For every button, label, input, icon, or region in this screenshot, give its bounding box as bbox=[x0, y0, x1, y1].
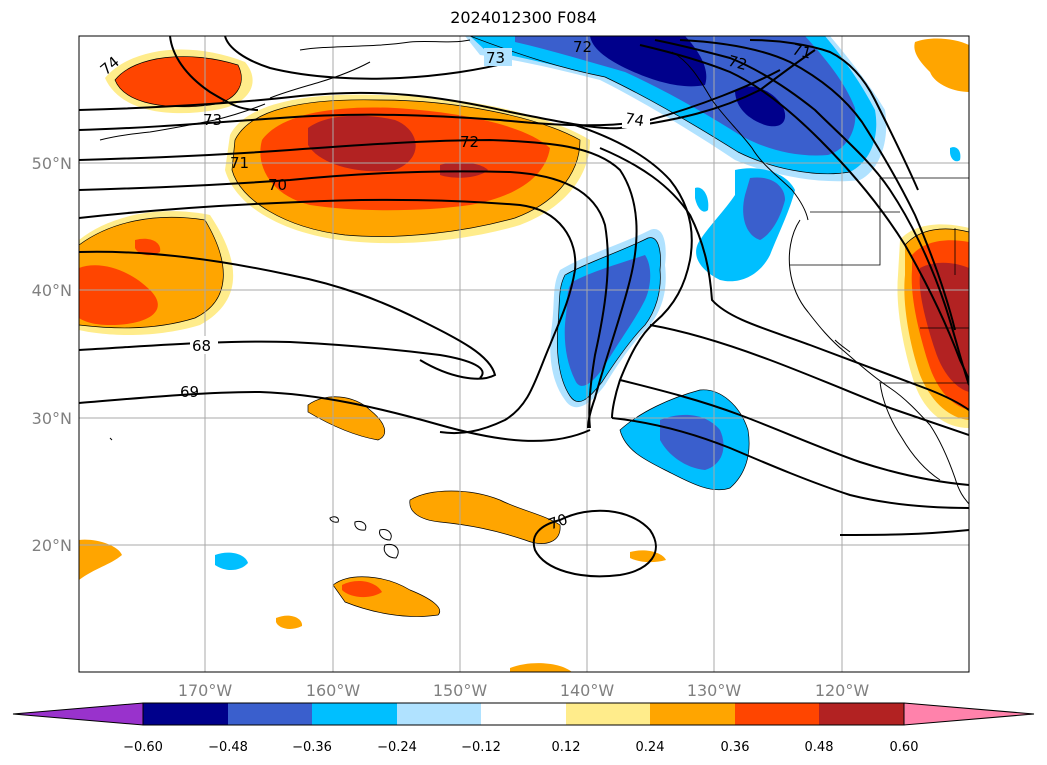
colorbar-label: 0.36 bbox=[721, 740, 750, 755]
colorbar-segment bbox=[650, 703, 735, 725]
lon-label: 160°W bbox=[306, 681, 361, 700]
colorbar-label: 0.12 bbox=[552, 740, 581, 755]
contour-label: 73 bbox=[203, 111, 222, 129]
lat-label: 40°N bbox=[32, 281, 72, 300]
colorbar-label: −0.12 bbox=[461, 740, 501, 755]
height-contours bbox=[79, 36, 969, 578]
colorbar-label: −0.36 bbox=[292, 740, 332, 755]
colorbar-extend-min bbox=[12, 702, 144, 726]
colorbar-extend-max bbox=[903, 702, 1035, 726]
lon-label: 130°W bbox=[687, 681, 742, 700]
colorbar-label: 0.48 bbox=[805, 740, 834, 755]
colorbar-segment bbox=[312, 703, 397, 725]
contour-label: 74 bbox=[624, 109, 646, 130]
contour-label: 72 bbox=[460, 133, 479, 151]
map-panel: 74 73 72 72 71 74 73 72 71 70 68 69 70 bbox=[79, 36, 969, 672]
lat-axis: 50°N 40°N 30°N 20°N bbox=[32, 154, 72, 555]
colorbar-segment bbox=[735, 703, 819, 725]
colorbar-segment bbox=[481, 703, 566, 725]
contour-label: 72 bbox=[573, 38, 592, 56]
colorbar: −0.60 −0.48 −0.36 −0.24 −0.12 0.12 0.24 … bbox=[12, 702, 1035, 755]
colorbar-label: 0.24 bbox=[636, 740, 665, 755]
lat-label: 20°N bbox=[32, 536, 72, 555]
contour-label: 68 bbox=[192, 337, 211, 355]
contour-label: 71 bbox=[230, 154, 249, 172]
lat-label: 30°N bbox=[32, 409, 72, 428]
colorbar-label: −0.24 bbox=[377, 740, 417, 755]
colorbar-segment bbox=[228, 703, 312, 725]
contour-label: 71 bbox=[790, 40, 813, 62]
lon-label: 140°W bbox=[560, 681, 615, 700]
contour-label: 70 bbox=[546, 510, 570, 533]
colorbar-segment bbox=[566, 703, 650, 725]
map-title: 2024012300 F084 bbox=[450, 8, 597, 27]
negative-anomaly-fill bbox=[215, 36, 961, 571]
colorbar-label: −0.60 bbox=[123, 740, 163, 755]
coastlines bbox=[99, 39, 969, 559]
colorbar-label: −0.48 bbox=[208, 740, 248, 755]
map-frame bbox=[78, 35, 970, 673]
contour-label: 70 bbox=[268, 176, 287, 194]
colorbar-label: 0.60 bbox=[890, 740, 919, 755]
lat-label: 50°N bbox=[32, 154, 72, 173]
contour-label: 72 bbox=[726, 52, 749, 74]
colorbar-segment bbox=[143, 703, 228, 725]
lon-label: 170°W bbox=[178, 681, 233, 700]
anomaly-outlines bbox=[79, 36, 969, 617]
lon-label: 150°W bbox=[433, 681, 488, 700]
gridlines bbox=[79, 36, 969, 672]
colorbar-segment bbox=[397, 703, 481, 725]
lon-axis: 170°W 160°W 150°W 140°W 130°W 120°W bbox=[178, 681, 870, 700]
contour-label: 69 bbox=[180, 383, 199, 401]
contour-label: 73 bbox=[486, 49, 505, 67]
lon-label: 120°W bbox=[815, 681, 870, 700]
colorbar-segment bbox=[819, 703, 904, 725]
